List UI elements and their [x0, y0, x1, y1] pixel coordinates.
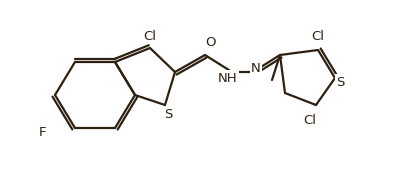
Text: S: S — [336, 75, 344, 89]
Text: Cl: Cl — [143, 30, 157, 42]
Text: NH: NH — [218, 72, 238, 84]
Text: Cl: Cl — [303, 114, 316, 126]
Text: S: S — [164, 108, 172, 121]
Text: Cl: Cl — [312, 30, 325, 42]
Text: F: F — [38, 126, 46, 140]
Text: N: N — [251, 62, 261, 74]
Text: O: O — [205, 37, 215, 49]
